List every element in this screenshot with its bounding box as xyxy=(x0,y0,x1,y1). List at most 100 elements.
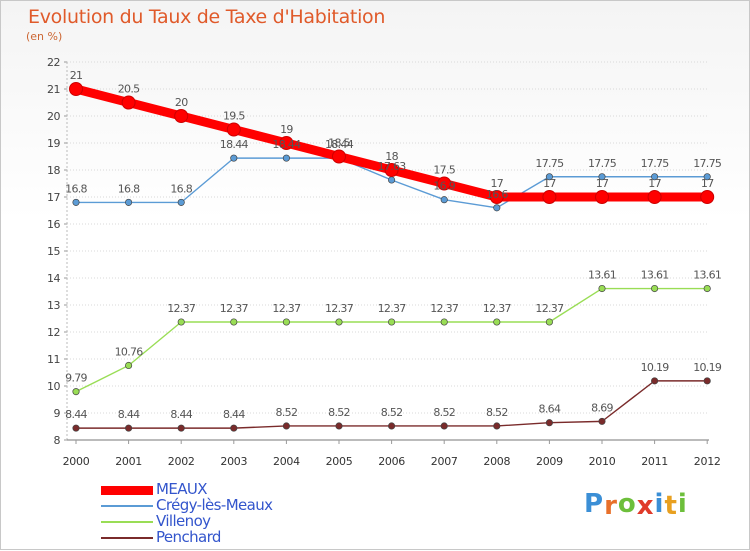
x-tick-label: 2005 xyxy=(326,455,353,468)
data-point xyxy=(598,173,606,181)
y-tick-label: 17 xyxy=(47,191,60,204)
data-point xyxy=(545,419,553,427)
y-tick-label: 12 xyxy=(47,326,60,339)
legend-label: MEAUX xyxy=(156,480,208,498)
data-label: 18.44 xyxy=(272,138,301,151)
chart-subtitle: (en %) xyxy=(26,30,63,43)
data-point xyxy=(489,190,504,204)
x-tick-label: 2006 xyxy=(378,455,405,468)
data-label: 19.5 xyxy=(223,110,245,123)
y-tick-label: 9 xyxy=(54,407,61,420)
data-point xyxy=(388,422,396,430)
data-label: 16.6 xyxy=(486,188,508,201)
data-label: 18.44 xyxy=(220,138,249,151)
data-point xyxy=(335,422,343,430)
data-label: 10.76 xyxy=(115,345,144,358)
grid-lines xyxy=(67,61,709,441)
data-label: 19 xyxy=(280,123,293,136)
series-lines xyxy=(69,82,715,432)
data-label: 17.75 xyxy=(535,157,564,170)
data-label: 12.37 xyxy=(430,302,459,315)
data-labels: 21 20.5 20 19.5 19 18.5 18 17.5 17 17 17 17 17 16.8 16… xyxy=(65,69,722,421)
y-tick-label: 20 xyxy=(47,110,60,123)
data-point xyxy=(125,198,133,206)
y-axis: 8 9 10 11 12 13 14 15 16 17 18 19 20 21 22 xyxy=(47,56,68,447)
data-label: 17 xyxy=(701,177,714,190)
data-label: 10.19 xyxy=(693,361,722,374)
data-point xyxy=(279,136,294,150)
data-point xyxy=(542,190,557,204)
y-tick-label: 21 xyxy=(47,83,60,96)
data-point xyxy=(598,284,606,293)
data-point xyxy=(230,318,238,326)
data-point xyxy=(72,388,80,396)
data-point xyxy=(282,422,290,430)
data-point xyxy=(651,284,659,293)
y-tick-label: 16 xyxy=(47,218,60,231)
x-tick-label: 2011 xyxy=(641,455,668,468)
data-label: 17 xyxy=(543,177,556,190)
data-label: 18.44 xyxy=(325,138,354,151)
data-point xyxy=(703,284,711,293)
data-point xyxy=(69,82,83,96)
data-point xyxy=(174,109,189,123)
data-point xyxy=(121,95,136,110)
proxiti-logo: Proxiti xyxy=(584,489,688,521)
chart-title: Evolution du Taux de Taxe d'Habitation xyxy=(28,6,386,28)
y-tick-label: 15 xyxy=(47,245,60,258)
legend-swatch xyxy=(101,521,153,523)
logo-letter: i xyxy=(677,489,688,519)
y-tick-label: 11 xyxy=(47,353,60,366)
data-label: 8.44 xyxy=(223,408,245,421)
logo-letter: x xyxy=(636,491,655,521)
legend-label: Villenoy xyxy=(156,512,211,530)
data-label: 17.63 xyxy=(378,160,407,173)
legend-swatch xyxy=(101,537,153,539)
data-point xyxy=(388,176,396,184)
data-point xyxy=(700,190,715,204)
data-label: 8.64 xyxy=(539,403,561,416)
y-tick-label: 19 xyxy=(47,137,60,150)
y-tick-label: 13 xyxy=(47,299,60,312)
logo-letter: P xyxy=(584,489,605,519)
data-point xyxy=(595,190,609,204)
data-label: 18.5 xyxy=(328,137,350,150)
data-label: 8.52 xyxy=(328,406,350,419)
data-label: 12.37 xyxy=(167,302,196,315)
data-point xyxy=(125,361,133,370)
data-point xyxy=(493,422,501,430)
data-point xyxy=(384,163,399,177)
y-tick-label: 10 xyxy=(47,380,60,393)
data-point xyxy=(332,149,346,164)
data-label: 8.44 xyxy=(118,408,140,421)
data-label: 10.19 xyxy=(641,361,670,374)
data-point xyxy=(177,198,185,206)
data-point xyxy=(388,318,396,326)
logo-letter: i xyxy=(654,489,665,519)
data-label: 13.61 xyxy=(641,269,669,282)
x-tick-label: 2008 xyxy=(483,455,510,468)
legend-swatch xyxy=(101,505,153,507)
data-label: 12.37 xyxy=(325,302,354,315)
data-label: 21 xyxy=(70,69,83,82)
data-point xyxy=(651,377,659,385)
x-tick-label: 2010 xyxy=(589,455,616,468)
data-point xyxy=(545,318,553,326)
data-label: 12.37 xyxy=(220,302,249,315)
data-point xyxy=(703,173,711,181)
data-point xyxy=(72,198,80,206)
logo-letter: o xyxy=(617,489,637,519)
data-label: 17.75 xyxy=(693,157,722,170)
data-label: 8.44 xyxy=(170,408,192,421)
x-tick-label: 2001 xyxy=(115,455,142,468)
data-label: 17.75 xyxy=(641,157,670,170)
data-label: 12.37 xyxy=(535,302,564,315)
y-tick-label: 14 xyxy=(47,272,60,285)
data-label: 8.52 xyxy=(276,406,298,419)
data-label: 9.79 xyxy=(65,372,87,385)
data-label: 16.8 xyxy=(170,182,192,195)
data-point xyxy=(440,318,448,326)
x-tick-label: 2009 xyxy=(536,455,563,468)
data-label: 17 xyxy=(596,177,609,190)
